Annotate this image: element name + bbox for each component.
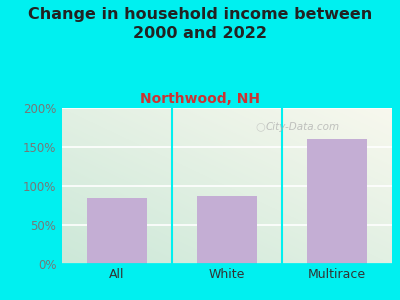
Bar [307,139,367,264]
Text: City-Data.com: City-Data.com [266,122,340,132]
Text: Northwood, NH: Northwood, NH [140,92,260,106]
Text: Change in household income between
2000 and 2022: Change in household income between 2000 … [28,8,372,41]
Bar [197,196,257,264]
Bar [87,198,147,264]
Text: ○: ○ [255,122,265,132]
